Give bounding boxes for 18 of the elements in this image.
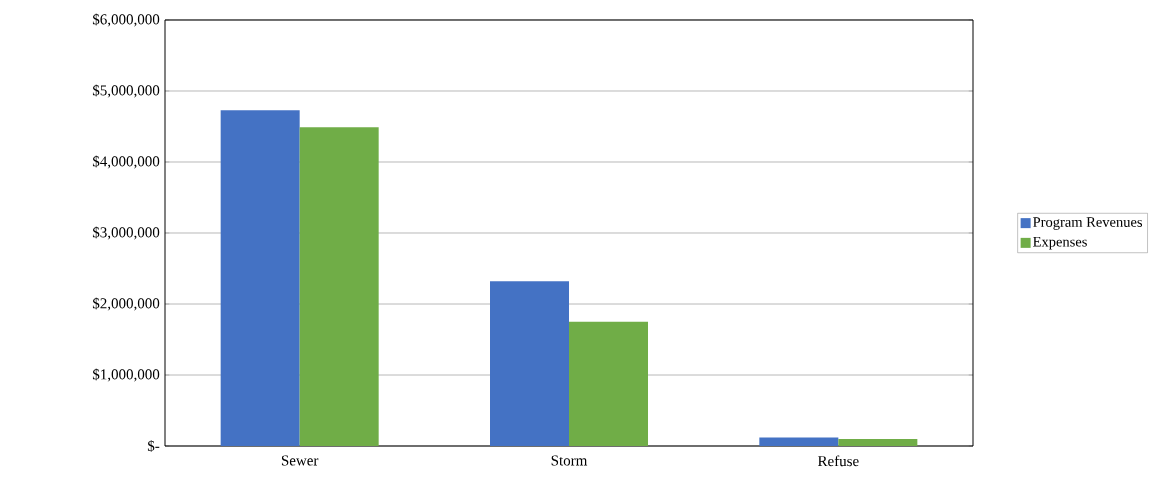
y-tick-label: $6,000,000 <box>92 13 160 27</box>
y-tick-label: $3,000,000 <box>92 226 160 240</box>
bar <box>299 127 379 446</box>
x-tick-label: Storm <box>551 455 588 466</box>
bar <box>759 437 839 446</box>
bar <box>220 110 300 446</box>
bar <box>569 321 649 446</box>
y-tick-label: $4,000,000 <box>92 155 160 169</box>
x-tick-label: Refuse <box>817 455 859 467</box>
y-tick-label: $2,000,000 <box>92 297 160 311</box>
bar <box>490 281 569 446</box>
bar <box>838 438 918 446</box>
legend-label: Expenses <box>1033 236 1087 250</box>
legend-label: Program Revenues <box>1033 217 1143 230</box>
x-tick-label: Sewer <box>281 455 319 466</box>
y-tick-label: $1,000,000 <box>92 368 160 382</box>
y-tick-label: $5,000,000 <box>92 84 160 98</box>
y-tick-label: $- <box>147 440 160 452</box>
